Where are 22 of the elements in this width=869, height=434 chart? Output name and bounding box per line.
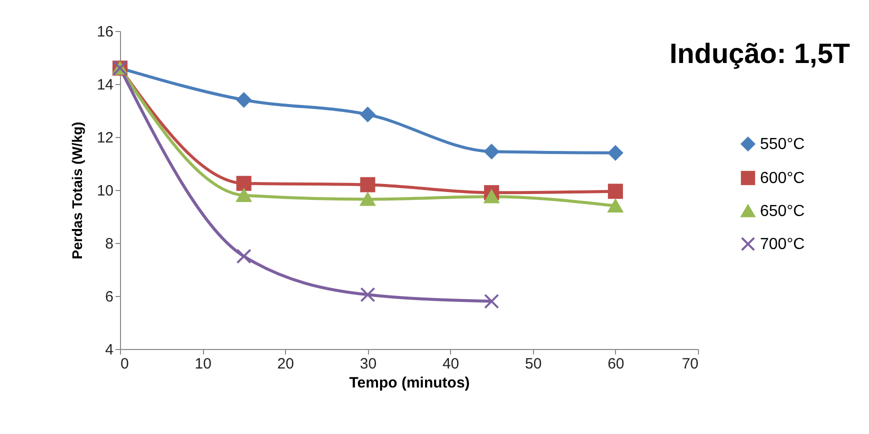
y-tick-label: 16 <box>96 24 114 40</box>
x-tick-label: 40 <box>442 356 460 372</box>
x-tick-label: 10 <box>194 356 212 372</box>
x-tick-label: 20 <box>277 356 294 372</box>
x-tick-label: 50 <box>525 356 542 372</box>
y-tick-label: 10 <box>96 182 114 200</box>
y-tick-label: 4 <box>105 342 114 358</box>
y-tick-label: 6 <box>105 288 114 306</box>
y-tick-label: 8 <box>105 236 114 252</box>
legend-label: 650°C <box>760 203 805 220</box>
legend-label: 550°C <box>760 136 805 153</box>
text: Indução: 1,5T <box>670 38 850 69</box>
legend-label: 700°C <box>760 236 805 253</box>
x-tick-label: 30 <box>360 356 377 372</box>
y-tick-label: 14 <box>96 76 114 94</box>
y-tick-label: 12 <box>96 130 114 146</box>
x-axis-title: Tempo (minutos) <box>349 374 470 392</box>
y-axis-title: Perdas Totais (W/kg) <box>68 122 85 260</box>
x-tick-label: 60 <box>608 356 624 372</box>
x-tick-label: 70 <box>682 356 698 372</box>
legend-label: 600°C <box>760 170 805 187</box>
x-tick-label: 0 <box>120 356 129 372</box>
